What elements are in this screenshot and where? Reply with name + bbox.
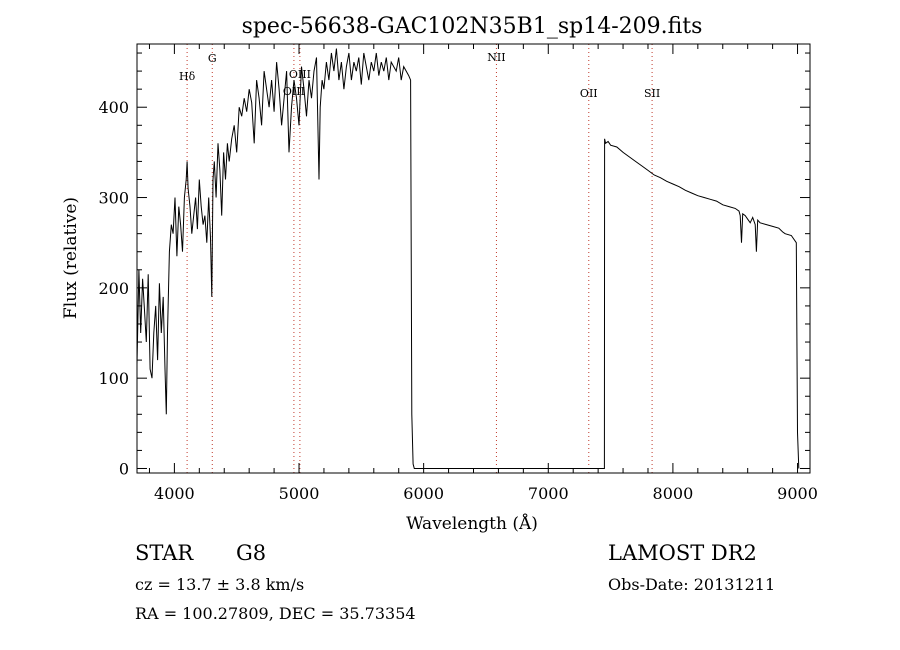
redshift-cz: cz = 13.7 ± 3.8 km/s [135, 575, 304, 594]
spectral-line-label: OIII [289, 68, 311, 81]
y-axis-label: Flux (relative) [61, 197, 81, 319]
x-tick-label: 5000 [279, 484, 320, 503]
x-tick-labels: 4000 5000 6000 7000 8000 9000 [154, 484, 818, 503]
spectral-line-label: Hδ [179, 70, 196, 83]
spectral-line-label: G [208, 52, 217, 65]
chart-title: spec-56638-GAC102N35B1_sp14-209.fits [242, 14, 703, 39]
axis-ticks [137, 44, 810, 473]
x-tick-label: 4000 [154, 484, 195, 503]
spectral-line-markers: Hδ G OIII OIII NII OII SII [179, 44, 660, 473]
y-tick-label: 300 [98, 189, 129, 208]
x-tick-label: 7000 [528, 484, 569, 503]
plot-frame [136, 43, 811, 474]
x-tick-label: 6000 [403, 484, 444, 503]
y-tick-label: 200 [98, 279, 129, 298]
object-class: STAR [135, 541, 194, 565]
spectral-subclass: G8 [236, 541, 266, 565]
spectrum-series-line [136, 48, 800, 469]
spectral-line-label: NII [487, 51, 505, 64]
spectral-line-label: SII [644, 87, 660, 100]
survey-name: LAMOST DR2 [608, 541, 757, 565]
observation-date: Obs-Date: 20131211 [608, 575, 775, 594]
y-tick-label: 0 [119, 459, 129, 478]
x-axis-label: Wavelength (Å) [406, 513, 538, 534]
spectral-line-label: OII [580, 87, 598, 100]
y-tick-label: 400 [98, 98, 129, 117]
x-tick-label: 9000 [777, 484, 818, 503]
y-tick-label: 100 [98, 369, 129, 388]
spectral-line-label: OIII [283, 85, 305, 98]
x-tick-label: 8000 [653, 484, 694, 503]
y-tick-labels: 0 100 200 300 400 [98, 98, 129, 478]
coordinates: RA = 100.27809, DEC = 35.73354 [135, 604, 416, 623]
